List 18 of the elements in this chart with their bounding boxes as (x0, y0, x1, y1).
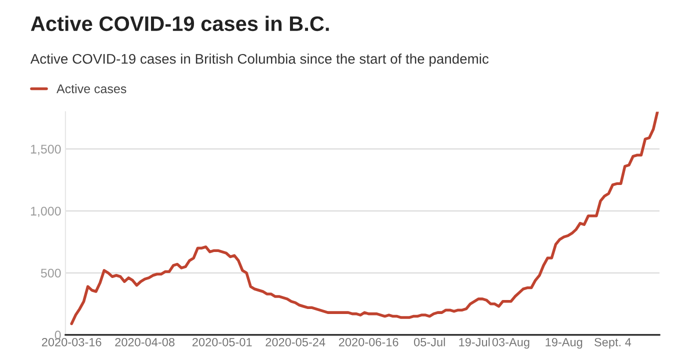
x-tick-label: 2020-04-08 (115, 338, 174, 346)
x-tick-label: 19-Aug (546, 338, 582, 349)
x-tick-label: 2020-05-24 (266, 338, 326, 346)
y-tick-label: 1,500 (30, 144, 61, 156)
x-tick-label: 2020-06-16 (338, 338, 398, 346)
legend-label: Active cases (56, 84, 126, 94)
y-tick-label: 500 (40, 268, 61, 278)
chart-subtitle: Active COVID-19 cases in British Columbia since the start of the pandemic (30, 54, 489, 67)
x-tick-label: Sept. 4 (594, 338, 632, 349)
line-series (70, 112, 659, 326)
y-tick-label: 1,000 (30, 206, 61, 218)
x-tick-label: 2020-05-01 (192, 338, 252, 346)
x-tick-label: 03-Aug (492, 338, 530, 349)
chart-title: Active COVID-19 cases in B.C. (30, 16, 329, 32)
x-tick-label: 19-Jul (459, 338, 490, 346)
x-tick-label: 05-Jul (414, 338, 445, 346)
x-tick-label: 2020-03-16 (42, 338, 102, 346)
y-tick-label: 0 (54, 330, 61, 340)
